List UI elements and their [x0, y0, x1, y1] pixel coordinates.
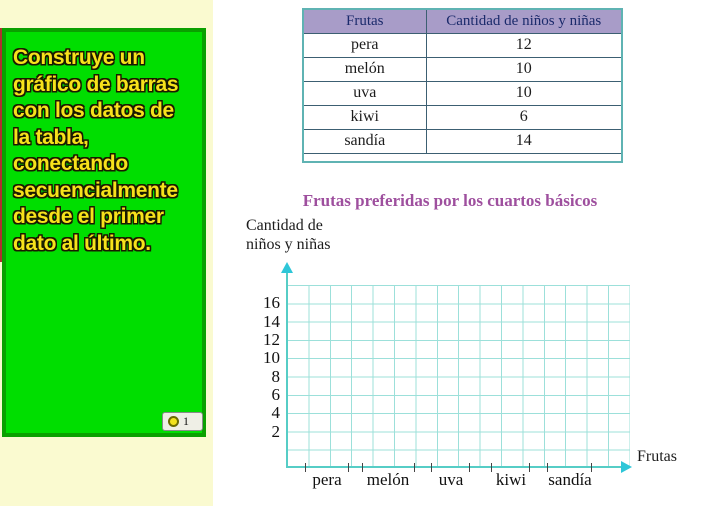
fruit-count-cell: 14 [425, 128, 623, 154]
y-tick-label: 14 [263, 312, 280, 331]
chart-title: Frutas preferidas por los cuartos básico… [302, 191, 598, 210]
y-axis-line [286, 272, 288, 468]
x-axis-tick [305, 463, 306, 472]
x-category-label: kiwi [495, 470, 527, 489]
table-row: uva 10 [302, 80, 623, 106]
badge-dot-icon [168, 416, 179, 427]
table-row: kiwi 6 [302, 104, 623, 130]
x-axis-arrow-icon [621, 461, 632, 473]
x-axis-tick [469, 463, 470, 472]
y-tick-label: 10 [263, 348, 280, 367]
y-tick-label: 4 [271, 403, 281, 422]
y-tick-label: 16 [263, 293, 280, 312]
y-tick-label: 6 [271, 385, 281, 404]
page-number-badge: 1 [162, 412, 203, 431]
x-axis-tick [414, 463, 415, 472]
y-tick-label: 12 [263, 330, 280, 349]
fruit-name-cell: pera [302, 32, 427, 58]
x-axis-tick [491, 463, 492, 472]
fruit-name-cell: melón [302, 56, 427, 82]
y-axis-arrow-icon [281, 262, 293, 273]
x-category-label: pera [312, 470, 342, 489]
table-header-frutas: Frutas [302, 8, 427, 34]
x-axis-line [287, 466, 623, 468]
x-axis-tick [348, 463, 349, 472]
y-tick-label: 2 [271, 422, 281, 441]
table-header-row: Frutas Cantidad de niños y niñas [302, 8, 623, 34]
x-axis-tick [529, 463, 530, 472]
instruction-line: gráfico de barras [13, 72, 179, 96]
y-tick-label: 8 [271, 367, 281, 386]
x-axis-label: Frutas [637, 448, 677, 465]
fruit-count-cell: 10 [425, 56, 623, 82]
page-number: 1 [183, 414, 189, 428]
instruction-box: Construye un gráfico de barras con los d… [2, 28, 206, 437]
table-row: pera 12 [302, 32, 623, 58]
table-bottom-spacer [303, 152, 622, 162]
fruit-count-cell: 10 [425, 80, 623, 106]
x-axis-tick [362, 463, 363, 472]
table-row: sandía 14 [302, 128, 623, 154]
instruction-line: secuencialmente [13, 178, 178, 202]
y-axis-label: Cantidad de niños y niñas [246, 217, 331, 253]
chart-grid [287, 285, 630, 468]
table-header-cantidad: Cantidad de niños y niñas [425, 8, 623, 34]
fruit-count-cell: 12 [425, 32, 623, 58]
fruit-name-cell: sandía [302, 128, 427, 154]
x-axis-tick [591, 463, 592, 472]
fruit-count-cell: 6 [425, 104, 623, 130]
fruit-name-cell: uva [302, 80, 427, 106]
table-row: melón 10 [302, 56, 623, 82]
fruit-name-cell: kiwi [302, 104, 427, 130]
x-axis-tick [547, 463, 548, 472]
fruit-table: Frutas Cantidad de niños y niñas pera 12… [302, 8, 623, 163]
x-category-label: melón [366, 470, 410, 489]
instruction-text: Construye un gráfico de barras con los d… [6, 32, 202, 257]
instruction-line: con los datos de [13, 99, 174, 122]
x-category-label: sandía [548, 470, 592, 489]
x-category-label: uva [438, 470, 464, 489]
x-axis-tick [431, 463, 432, 472]
instruction-line: desde el primer [13, 205, 164, 228]
instruction-line: dato al último. [13, 231, 151, 255]
instruction-line: la tabla, [13, 125, 89, 149]
instruction-line: Construye un [13, 46, 145, 69]
instruction-line: conectando [13, 152, 128, 175]
